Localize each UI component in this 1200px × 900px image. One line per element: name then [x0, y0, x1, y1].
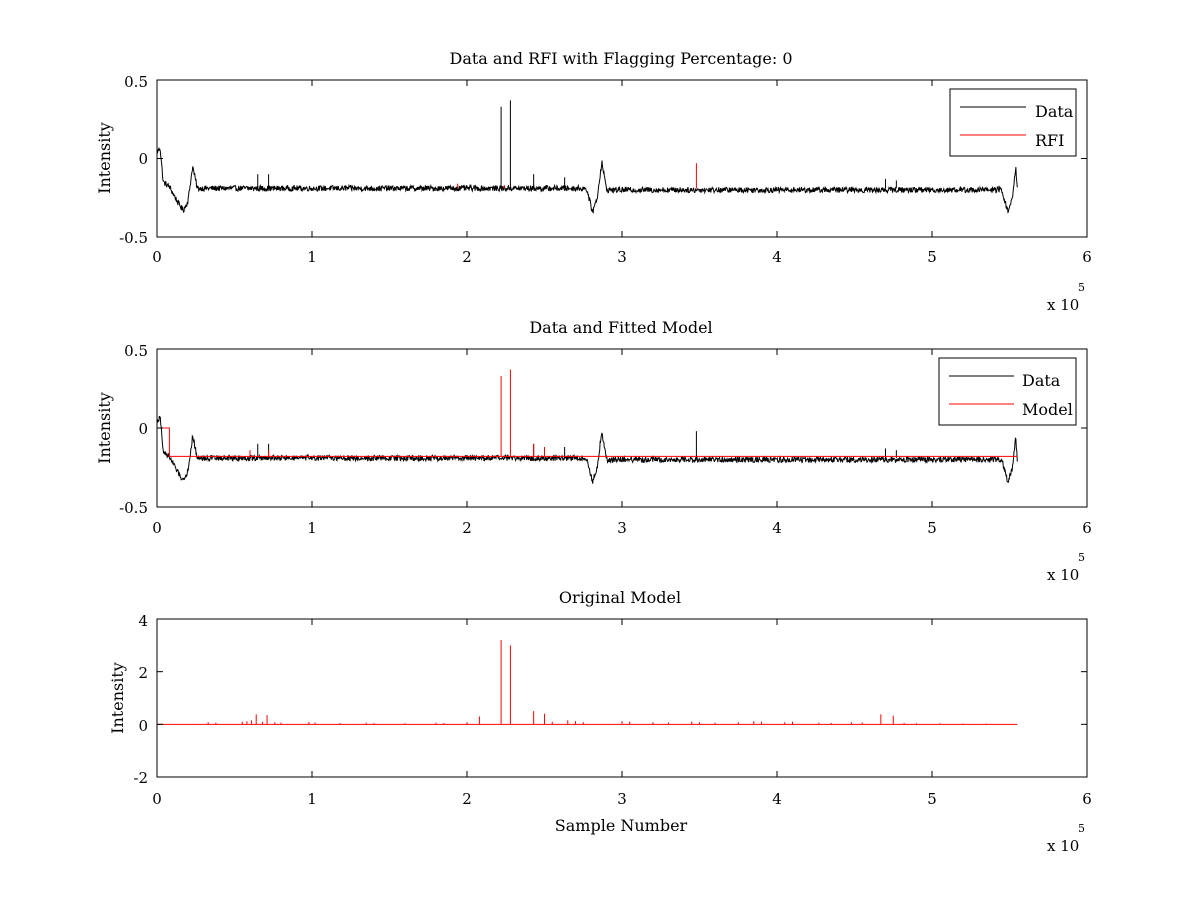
series-data-1 — [156, 100, 1018, 214]
panel-2-ytick-label: 0.5 — [124, 342, 148, 360]
panel-1-xtick-label: 4 — [772, 248, 782, 266]
panel-1-xtick-label: 2 — [462, 248, 472, 266]
panel-2-legend-box — [938, 357, 1077, 426]
model-step-line — [157, 427, 1018, 457]
panel-1-title: Data and RFI with Flagging Percentage: 0 — [449, 49, 792, 68]
panel-1-xtick-label: 0 — [152, 248, 162, 266]
panel-3-xtick-label: 0 — [152, 790, 162, 808]
panel-2: Data and Fitted Model 0.5 0 -0.5 0 1 2 3… — [95, 318, 1092, 584]
panel-3-ytick-label: 0 — [138, 717, 148, 735]
panel-2-plot-area — [156, 369, 1018, 484]
panel-1-legend: Data RFI — [949, 88, 1077, 157]
panel-3-x-axis-label: Sample Number — [555, 816, 688, 835]
panel-1-legend-data-label: Data — [1035, 102, 1074, 121]
panel-3-ytick-label: 2 — [138, 664, 148, 682]
panel-1-legend-box — [949, 88, 1077, 157]
panel-2-xtick-label: 3 — [617, 519, 627, 537]
panel-3-xtick-label: 4 — [772, 790, 782, 808]
panel-1-ytick-label: 0.5 — [124, 73, 148, 91]
panel-2-xtick-label: 6 — [1082, 519, 1092, 537]
panel-1-ytick-label: 0 — [138, 150, 148, 168]
panel-3-xtick-label: 3 — [617, 790, 627, 808]
panel-1-xtick-label: 6 — [1082, 248, 1092, 266]
panel-2-ytick-label: 0 — [138, 420, 148, 438]
panel-1-x-exponent-power: 5 — [1078, 281, 1085, 294]
panel-2-legend-model-label: Model — [1022, 400, 1073, 419]
panel-1-xtick-label: 5 — [927, 248, 937, 266]
panel-2-title: Data and Fitted Model — [529, 318, 712, 337]
panel-3-xtick-label: 1 — [307, 790, 317, 808]
panel-1-xtick-label: 1 — [307, 248, 317, 266]
panel-2-ticks — [156, 348, 1088, 508]
panel-1-xtick-label: 3 — [617, 248, 627, 266]
panel-2-xtick-label: 2 — [462, 519, 472, 537]
panel-3-xtick-label: 6 — [1082, 790, 1092, 808]
panel-1-ticks — [156, 79, 1088, 238]
series-line — [156, 415, 1018, 484]
panel-3-title: Original Model — [559, 588, 681, 607]
panel-3-plot-area — [157, 640, 1018, 725]
panel-1-x-exponent: x 10 — [1047, 296, 1079, 314]
panel-3-ticks — [156, 618, 1088, 778]
panel-2-ytick-label: -0.5 — [119, 499, 148, 517]
panel-2-legend-data-label: Data — [1022, 371, 1061, 390]
panel-3-ytick-label: 4 — [138, 612, 148, 630]
panel-1-legend-rfi-label: RFI — [1035, 131, 1064, 150]
panel-3-ytick-label: -2 — [133, 769, 148, 787]
series-model-2 — [157, 369, 1018, 457]
panel-3-x-exponent-power: 5 — [1078, 822, 1085, 835]
panel-3-y-axis-label: Intensity — [108, 662, 127, 734]
panel-2-x-exponent: x 10 — [1047, 566, 1079, 584]
panel-2-x-exponent-power: 5 — [1078, 551, 1085, 564]
panel-2-xtick-label: 1 — [307, 519, 317, 537]
panel-3-xtick-label: 2 — [462, 790, 472, 808]
panel-2-xtick-label: 4 — [772, 519, 782, 537]
series-line — [156, 147, 1018, 214]
panel-1-ytick-label: -0.5 — [119, 229, 148, 247]
panel-3-x-exponent: x 10 — [1047, 837, 1079, 855]
series-model-3 — [157, 640, 1018, 725]
panel-1-y-axis-label: Intensity — [95, 122, 114, 194]
panel-1-plot-area — [156, 100, 1018, 214]
panel-2-xtick-label: 5 — [927, 519, 937, 537]
panel-2-xtick-label: 0 — [152, 519, 162, 537]
panel-2-y-axis-label: Intensity — [95, 392, 114, 464]
panel-3: Original Model 4 2 0 -2 0 1 2 3 4 5 6 Sa… — [108, 588, 1092, 855]
series-rfi-1 — [457, 163, 697, 189]
panel-2-legend: Data Model — [938, 357, 1077, 426]
panel-3-xtick-label: 5 — [927, 790, 937, 808]
panel-1: Data and RFI with Flagging Percentage: 0… — [95, 49, 1092, 314]
